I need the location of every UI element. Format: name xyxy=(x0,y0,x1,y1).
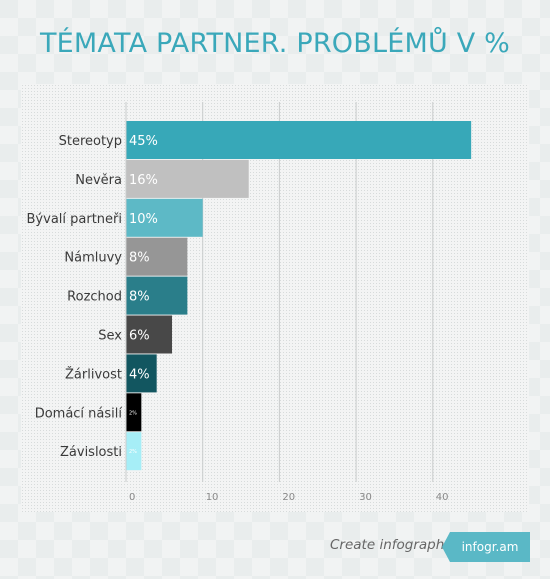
bar xyxy=(126,276,188,315)
bar xyxy=(126,121,472,159)
bar xyxy=(126,159,249,198)
logo-notch xyxy=(442,532,450,562)
category-label: Domácí násilí xyxy=(35,406,123,421)
bar xyxy=(126,315,173,354)
create-infographics-link[interactable]: Create infographics xyxy=(330,537,463,553)
bar xyxy=(126,237,188,276)
data-label: 4% xyxy=(129,367,150,382)
category-label: Stereotyp xyxy=(59,134,122,149)
data-label: 6% xyxy=(129,329,150,344)
data-label: 10% xyxy=(129,212,158,227)
x-tick-label: 30 xyxy=(359,492,372,503)
category-label: Námluvy xyxy=(64,251,122,266)
x-tick-label: 10 xyxy=(206,492,219,503)
infogram-logo[interactable]: infogr.am xyxy=(442,532,530,562)
data-label: 16% xyxy=(129,173,158,188)
infogram-label: infogr.am xyxy=(461,540,519,554)
data-label: 8% xyxy=(129,290,150,305)
category-label: Sex xyxy=(98,329,122,344)
data-label: 8% xyxy=(129,251,150,266)
category-label: Závislosti xyxy=(60,445,122,460)
data-label: 2% xyxy=(129,410,137,416)
bar xyxy=(126,354,157,393)
x-tick-label: 0 xyxy=(129,492,135,503)
category-label: Rozchod xyxy=(67,290,122,305)
chart-title: TÉMATA PARTNER. PROBLÉMŮ V % xyxy=(39,28,511,59)
category-label: Žárlivost xyxy=(65,366,122,382)
data-label: 2% xyxy=(129,449,137,455)
x-tick-label: 40 xyxy=(436,492,449,503)
bar xyxy=(126,393,142,432)
category-label: Bývalí partneři xyxy=(27,212,122,227)
bar xyxy=(126,198,203,237)
data-label: 45% xyxy=(129,134,158,149)
bar xyxy=(126,432,142,471)
category-label: Nevěra xyxy=(75,173,122,188)
x-tick-label: 20 xyxy=(282,492,295,503)
